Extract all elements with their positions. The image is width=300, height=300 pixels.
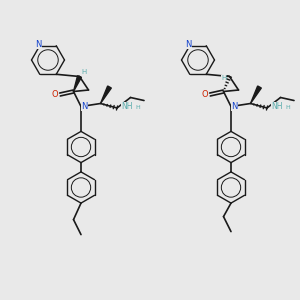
Text: N: N	[81, 102, 88, 111]
Text: N: N	[185, 40, 191, 49]
Text: NH: NH	[122, 102, 133, 111]
Polygon shape	[100, 86, 111, 104]
Polygon shape	[250, 86, 261, 104]
Text: NH: NH	[272, 102, 283, 111]
Text: O: O	[201, 90, 208, 99]
Text: N: N	[231, 102, 238, 111]
Text: O: O	[51, 90, 58, 99]
Text: H: H	[221, 75, 226, 81]
Text: H: H	[135, 105, 140, 110]
Text: H: H	[285, 105, 290, 110]
Text: H: H	[81, 69, 87, 75]
Text: N: N	[35, 40, 41, 49]
Polygon shape	[74, 76, 81, 91]
